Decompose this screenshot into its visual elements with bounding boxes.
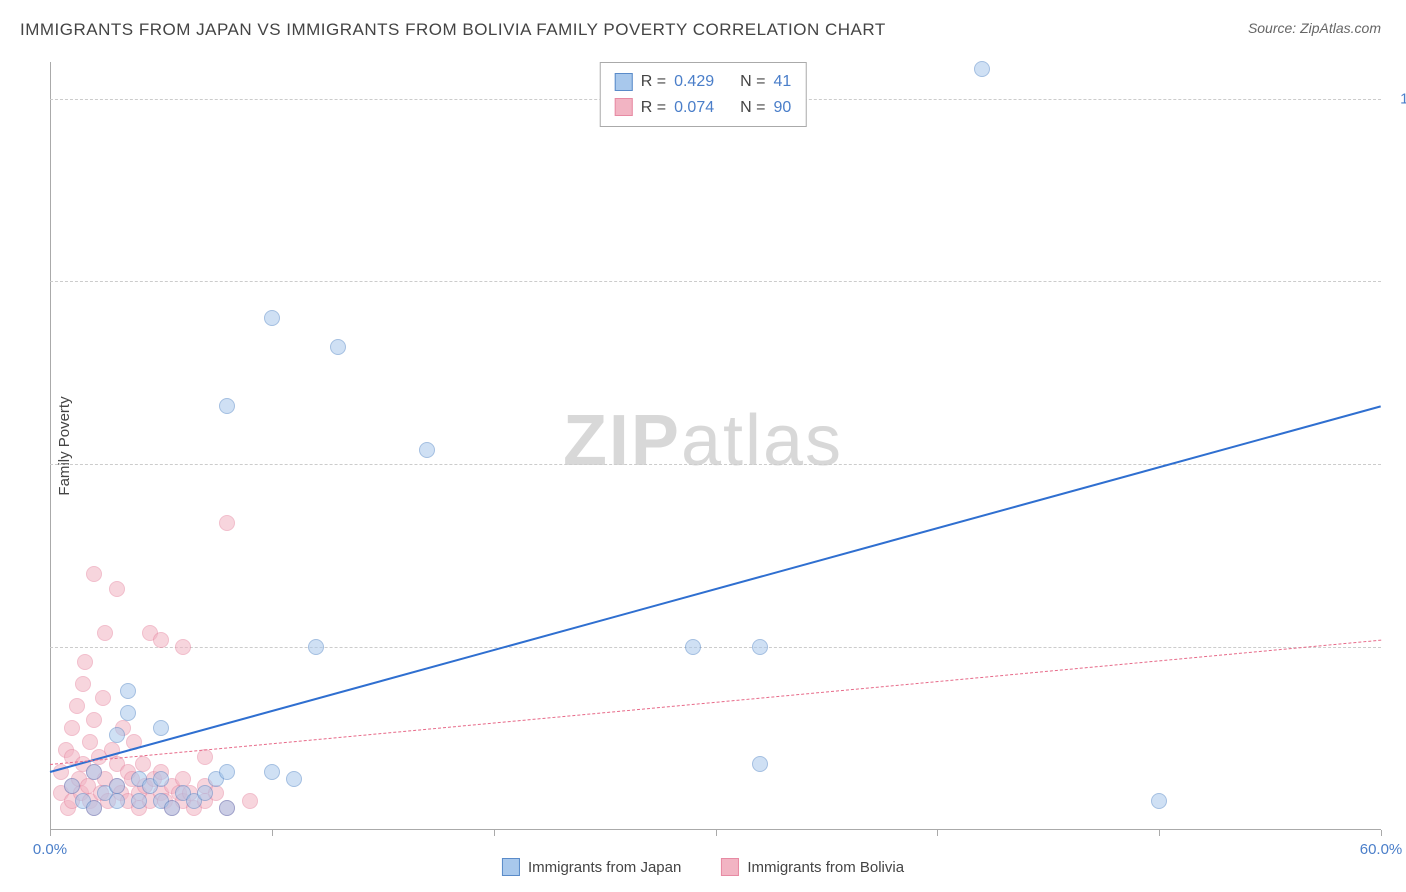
data-point <box>82 734 98 750</box>
data-point <box>752 756 768 772</box>
xtick-label: 60.0% <box>1360 841 1403 858</box>
swatch-bolivia <box>615 98 633 116</box>
trend-line <box>50 406 1382 774</box>
data-point <box>197 785 213 801</box>
ytick-label: 75.0% <box>1391 273 1406 290</box>
data-point <box>75 676 91 692</box>
data-point <box>974 61 990 77</box>
n-value-japan: 41 <box>773 69 791 95</box>
data-point <box>175 639 191 655</box>
data-point <box>685 639 701 655</box>
stats-row: R = 0.429 N = 41 <box>615 69 792 95</box>
data-point <box>153 632 169 648</box>
data-point <box>219 398 235 414</box>
gridline <box>50 464 1381 465</box>
plot-area: 25.0%50.0%75.0%100.0%0.0%60.0% <box>50 62 1381 830</box>
data-point <box>219 764 235 780</box>
data-point <box>308 639 324 655</box>
xtick-mark <box>50 830 51 836</box>
data-point <box>95 690 111 706</box>
data-point <box>64 778 80 794</box>
data-point <box>86 800 102 816</box>
data-point <box>109 778 125 794</box>
r-value-japan: 0.429 <box>674 69 714 95</box>
data-point <box>219 515 235 531</box>
data-point <box>97 625 113 641</box>
data-point <box>120 683 136 699</box>
data-point <box>109 727 125 743</box>
xtick-mark <box>1381 830 1382 836</box>
data-point <box>86 712 102 728</box>
data-point <box>752 639 768 655</box>
xtick-mark <box>937 830 938 836</box>
xtick-mark <box>716 830 717 836</box>
n-value-bolivia: 90 <box>773 95 791 121</box>
data-point <box>109 581 125 597</box>
gridline <box>50 647 1381 648</box>
legend-item-japan: Immigrants from Japan <box>502 858 681 876</box>
xtick-mark <box>494 830 495 836</box>
xtick-label: 0.0% <box>33 841 67 858</box>
swatch-japan-icon <box>502 858 520 876</box>
data-point <box>1151 793 1167 809</box>
data-point <box>86 764 102 780</box>
data-point <box>131 793 147 809</box>
data-point <box>135 756 151 772</box>
chart-title: IMMIGRANTS FROM JAPAN VS IMMIGRANTS FROM… <box>20 20 886 40</box>
trend-line <box>50 640 1381 765</box>
correlation-stats-box: R = 0.429 N = 41 R = 0.074 N = 90 <box>600 62 807 127</box>
data-point <box>242 793 258 809</box>
xtick-mark <box>272 830 273 836</box>
r-value-bolivia: 0.074 <box>674 95 714 121</box>
data-point <box>419 442 435 458</box>
data-point <box>197 749 213 765</box>
data-point <box>69 698 85 714</box>
legend-label: Immigrants from Bolivia <box>747 859 904 876</box>
data-point <box>219 800 235 816</box>
legend-label: Immigrants from Japan <box>528 859 681 876</box>
data-point <box>109 793 125 809</box>
legend-item-bolivia: Immigrants from Bolivia <box>721 858 904 876</box>
ytick-label: 100.0% <box>1391 90 1406 107</box>
data-point <box>264 764 280 780</box>
ytick-label: 50.0% <box>1391 456 1406 473</box>
data-point <box>164 800 180 816</box>
data-point <box>77 654 93 670</box>
data-point <box>120 705 136 721</box>
data-point <box>153 720 169 736</box>
gridline <box>50 281 1381 282</box>
data-point <box>64 720 80 736</box>
swatch-bolivia-icon <box>721 858 739 876</box>
data-point <box>153 771 169 787</box>
ytick-label: 25.0% <box>1391 639 1406 656</box>
data-point <box>86 566 102 582</box>
swatch-japan <box>615 73 633 91</box>
chart-container: IMMIGRANTS FROM JAPAN VS IMMIGRANTS FROM… <box>0 0 1406 892</box>
data-point <box>330 339 346 355</box>
legend: Immigrants from Japan Immigrants from Bo… <box>502 858 904 876</box>
y-axis-line <box>50 62 51 830</box>
xtick-mark <box>1159 830 1160 836</box>
data-point <box>175 771 191 787</box>
data-point <box>264 310 280 326</box>
stats-row: R = 0.074 N = 90 <box>615 95 792 121</box>
data-point <box>286 771 302 787</box>
source-attribution: Source: ZipAtlas.com <box>1248 20 1381 36</box>
